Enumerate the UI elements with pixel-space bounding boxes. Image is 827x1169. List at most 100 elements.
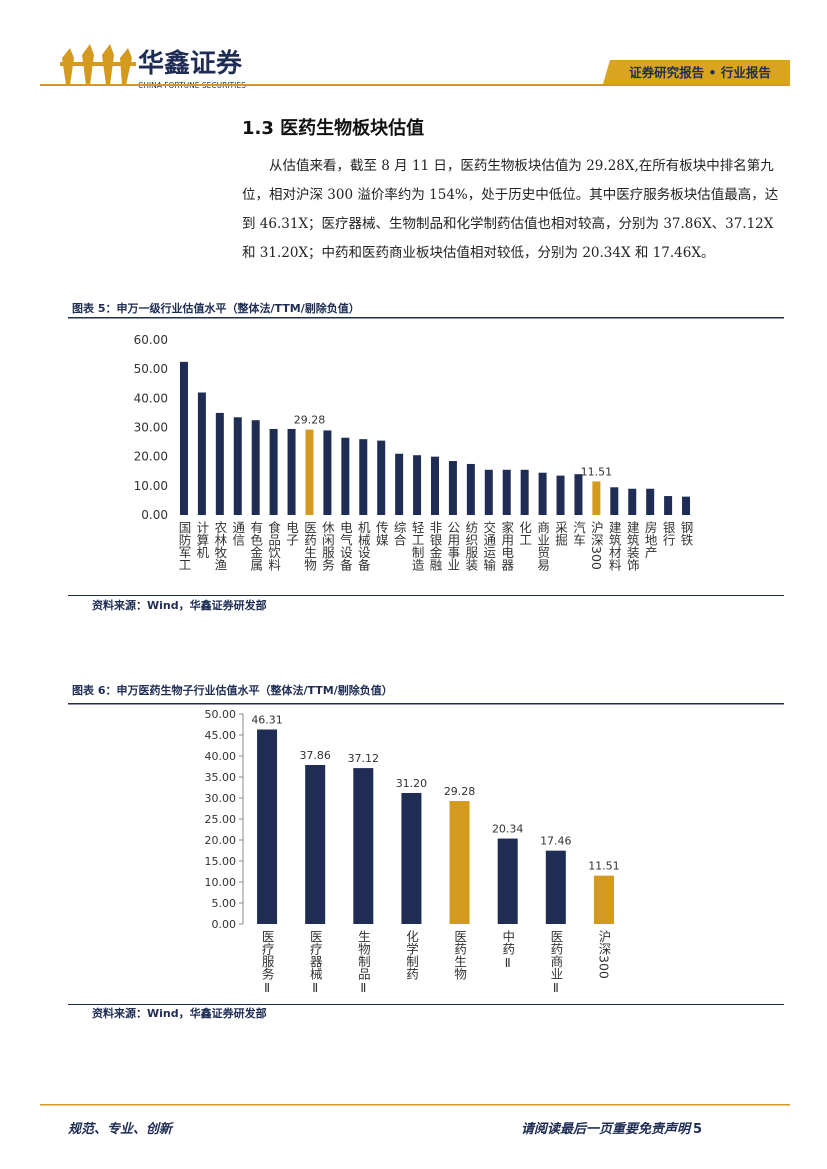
y-tick-label: 15.00: [205, 855, 237, 868]
y-tick-label: 0.00: [141, 508, 168, 522]
source-rule: [68, 595, 784, 596]
x-tick-label: 化学制药: [404, 930, 419, 980]
footer-rule: [40, 1104, 790, 1106]
x-tick-label: 建筑材料: [607, 521, 622, 571]
footer-motto: 规范、专业、创新: [67, 1121, 174, 1137]
y-tick-label: 10.00: [134, 479, 168, 493]
bar: [353, 768, 374, 924]
x-tick-label: 中药Ⅱ: [500, 929, 515, 970]
x-tick-label: 医疗服务Ⅱ: [260, 930, 275, 995]
value-label: 11.51: [581, 465, 613, 478]
page-number: 5: [693, 1122, 702, 1137]
y-tick-label: 50.00: [134, 362, 168, 376]
logo-text: 华鑫证券: [138, 48, 243, 79]
value-label: 20.34: [492, 823, 524, 836]
bar: [646, 488, 655, 515]
bar: [395, 453, 404, 515]
x-tick-label: 休闲服务: [320, 521, 335, 571]
bar: [502, 469, 511, 515]
x-tick-label: 通信: [230, 521, 245, 547]
y-tick-label: 30.00: [205, 792, 237, 805]
figure-caption: 图表 6：申万医药生物子行业估值水平（整体法/TTM/剔除负值）: [72, 683, 393, 697]
bar: [215, 412, 224, 515]
x-tick-label: 钢铁: [679, 521, 694, 546]
bar: [305, 764, 326, 924]
y-tick-label: 60.00: [134, 333, 168, 347]
value-label: 29.28: [444, 785, 476, 798]
x-tick-label: 纺织服装: [463, 521, 478, 572]
x-tick-label: 银行: [661, 521, 676, 547]
bar: [664, 496, 673, 515]
bar: [257, 729, 278, 924]
report-type: 证券研究报告 • 行业报告: [629, 65, 771, 80]
x-tick-label: 沪深300: [596, 930, 611, 979]
bar: [466, 463, 475, 515]
y-tick-label: 40.00: [134, 391, 168, 405]
value-label: 37.86: [299, 749, 331, 762]
value-label: 37.12: [348, 752, 380, 765]
bar: [323, 430, 332, 515]
x-tick-label: 轻工制造: [410, 521, 425, 571]
x-tick-label: 采掘: [553, 521, 568, 547]
x-tick-label: 家用电器: [499, 520, 514, 572]
x-tick-label: 交通运输: [481, 520, 496, 572]
bar: [377, 440, 386, 515]
x-tick-label: 计算机: [194, 521, 209, 559]
bar: [233, 417, 242, 515]
x-tick-label: 综合: [392, 521, 407, 546]
figure-caption: 图表 5：申万一级行业估值水平（整体法/TTM/剔除负值）: [72, 301, 360, 315]
bar: [538, 472, 547, 515]
x-tick-label: 沪深300: [589, 521, 604, 570]
figure-source: 资料来源：Wind，华鑫证券研发部: [92, 598, 267, 612]
bar: [556, 475, 565, 515]
y-tick-label: 0.00: [212, 918, 237, 931]
bar: [401, 792, 422, 924]
value-label: 31.20: [396, 777, 428, 790]
bar: [197, 392, 206, 515]
y-tick-label: 50.00: [205, 708, 237, 721]
bar: [593, 875, 614, 924]
bar: [305, 429, 314, 515]
bar: [448, 461, 457, 515]
x-tick-label: 国防军工: [176, 521, 191, 571]
figure-source: 资料来源：Wind，华鑫证券研发部: [92, 1006, 267, 1020]
section-title: 1.3 医药生物板块估值: [242, 117, 424, 139]
bar: [610, 487, 619, 515]
value-label: 29.28: [294, 414, 326, 427]
bar: [520, 469, 529, 515]
y-tick-label: 20.00: [205, 834, 237, 847]
caption-rule: [68, 703, 784, 705]
x-tick-label: 医药生物: [452, 930, 467, 981]
x-tick-label: 农林牧渔: [212, 521, 227, 571]
x-tick-label: 机械设备: [356, 521, 371, 572]
source-rule: [68, 1004, 784, 1005]
x-tick-label: 有色金属: [248, 521, 263, 572]
x-tick-label: 房地产: [643, 520, 658, 559]
header-rule: [40, 84, 790, 86]
x-tick-label: 电气设备: [338, 521, 353, 572]
bar: [592, 481, 601, 515]
y-tick-label: 40.00: [205, 750, 237, 763]
x-tick-label: 传媒: [374, 520, 389, 546]
bar: [449, 801, 470, 924]
bar: [179, 361, 188, 515]
y-tick-label: 35.00: [205, 771, 237, 784]
y-tick-label: 10.00: [205, 876, 237, 889]
y-tick-label: 25.00: [205, 813, 237, 826]
x-tick-label: 公用事业: [445, 521, 460, 571]
x-tick-label: 电子: [284, 521, 299, 546]
x-tick-label: 医药商业Ⅱ: [548, 930, 563, 995]
x-tick-label: 医疗器械Ⅱ: [308, 930, 323, 995]
x-tick-label: 非银金融: [428, 521, 443, 572]
paragraph: 从估值来看，截至 8 月 11 日，医药生物板块估值为 29.28X,在所有板块…: [242, 158, 779, 261]
x-tick-label: 化工: [517, 521, 532, 546]
bar: [484, 469, 493, 515]
header-tag: [603, 60, 790, 84]
y-tick-label: 5.00: [212, 897, 237, 910]
x-tick-label: 生物制品Ⅱ: [356, 930, 371, 995]
y-tick-label: 30.00: [134, 421, 168, 435]
bar: [269, 428, 278, 515]
bar: [341, 437, 350, 515]
